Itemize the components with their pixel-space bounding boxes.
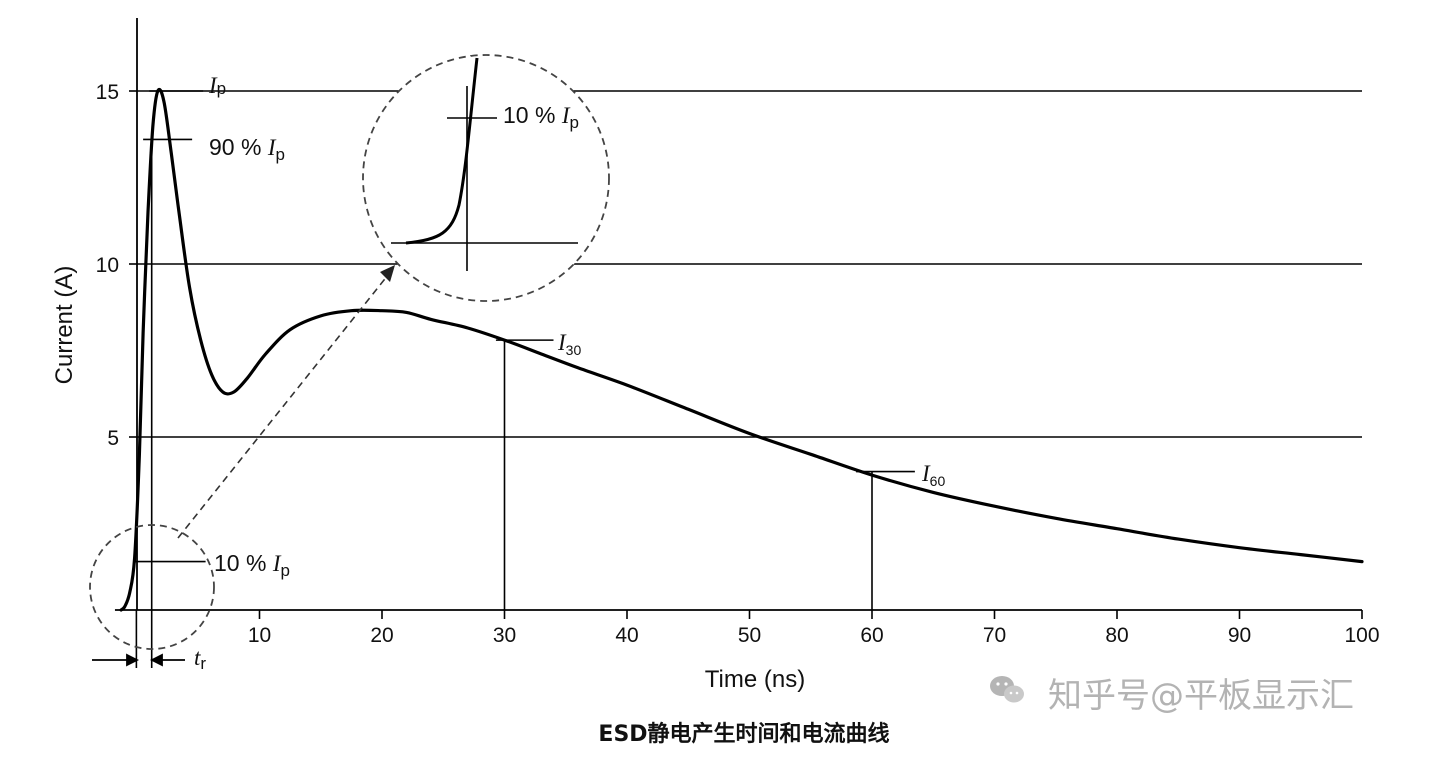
y-tick-label-15: 15: [96, 81, 119, 104]
i30-label: I30: [557, 330, 581, 358]
markers: [133, 90, 915, 668]
axes: [114, 18, 1363, 619]
zoom-inset-circle: [362, 54, 610, 302]
wechat-icon: [990, 676, 1024, 703]
x-tick-label-80: 80: [1105, 624, 1128, 647]
watermark-text: 知乎号@平板显示汇: [1048, 676, 1354, 716]
zoom-arrowhead: [380, 265, 395, 282]
i60-label: I60: [921, 461, 945, 489]
x-tick-label-30: 30: [493, 624, 516, 647]
rise-time-arrows: [92, 653, 185, 667]
gridlines: [137, 90, 1362, 438]
ip-label: Ip: [208, 73, 226, 98]
x-tick-label-60: 60: [860, 624, 883, 647]
y-tick-label-10: 10: [96, 254, 119, 277]
y-axis-title: Current (A): [51, 266, 78, 385]
chart-caption: ESD静电产生时间和电流曲线: [598, 721, 889, 747]
zoom-inset: 10 % Ip: [362, 54, 610, 302]
zoom-connector-1: [177, 269, 393, 539]
y-tick-label-5: 5: [107, 427, 119, 450]
watermark: 知乎号@平板显示汇: [990, 676, 1354, 716]
x-axis-title: Time (ns): [705, 666, 805, 693]
ten-percent-label: 10 % Ip: [214, 550, 290, 580]
x-tick-label-20: 20: [370, 624, 393, 647]
ninety-percent-label: 90 % Ip: [209, 134, 285, 164]
zoom-source-circle: [89, 524, 215, 650]
x-tick-label-50: 50: [738, 624, 761, 647]
x-tick-label-90: 90: [1228, 624, 1251, 647]
x-tick-label-40: 40: [615, 624, 638, 647]
inset-ten-percent-label: 10 % Ip: [503, 102, 579, 132]
current-curve: [119, 87, 1364, 612]
tick-labels: 5 10 15 10 20 30 40 50 60 70 80 90 100: [96, 81, 1380, 647]
x-tick-label-100: 100: [1344, 624, 1379, 647]
x-tick-label-70: 70: [983, 624, 1006, 647]
tr-label: tr: [194, 645, 206, 673]
inset-curve: [405, 57, 479, 245]
x-tick-label-10: 10: [248, 624, 271, 647]
